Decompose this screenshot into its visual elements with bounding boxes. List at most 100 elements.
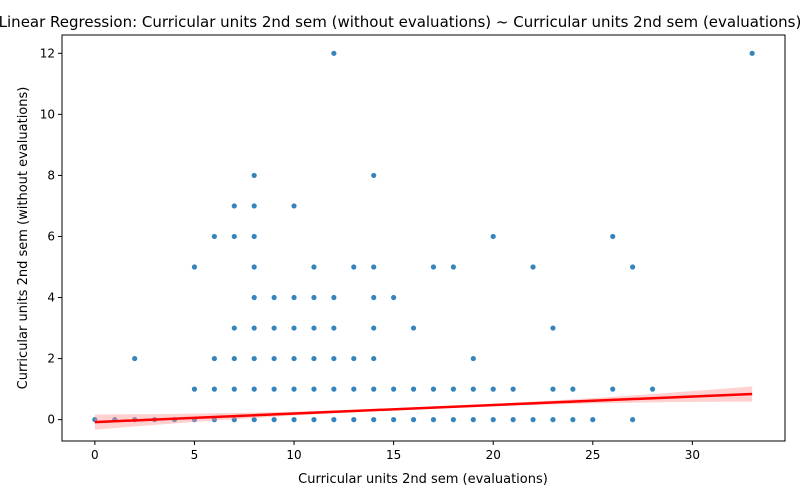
data-point xyxy=(231,203,237,209)
data-point xyxy=(391,386,397,392)
y-tick-label: 10 xyxy=(40,107,55,121)
data-point xyxy=(649,386,656,392)
data-point xyxy=(510,386,516,392)
data-point xyxy=(251,355,257,362)
x-axis: 0 5 10 15 20 25 30 xyxy=(91,441,700,462)
data-point xyxy=(311,417,317,423)
data-point xyxy=(231,386,237,392)
data-point xyxy=(211,417,217,423)
plot-area xyxy=(92,50,755,430)
data-point xyxy=(211,233,217,240)
x-tick-label: 10 xyxy=(286,448,301,462)
data-point xyxy=(391,294,397,301)
data-point xyxy=(291,355,297,362)
data-point xyxy=(251,203,257,209)
x-tick-label: 0 xyxy=(91,448,99,462)
data-point xyxy=(311,325,317,331)
data-point xyxy=(351,355,357,362)
chart-title: Linear Regression: Curricular units 2nd … xyxy=(0,13,800,31)
data-point xyxy=(331,417,337,423)
data-point xyxy=(410,325,417,331)
data-point xyxy=(191,386,198,392)
data-point xyxy=(311,294,317,301)
y-axis: 0 2 4 6 8 10 12 xyxy=(40,46,62,427)
data-point xyxy=(291,294,297,301)
data-point xyxy=(630,417,636,423)
y-tick-label: 6 xyxy=(47,229,55,243)
data-point xyxy=(271,355,277,362)
data-point xyxy=(570,386,576,392)
x-tick-label: 20 xyxy=(486,448,501,462)
data-point xyxy=(251,386,257,392)
data-point xyxy=(590,417,596,423)
data-point xyxy=(251,172,257,179)
data-point xyxy=(371,355,377,362)
data-point xyxy=(351,386,357,392)
data-point xyxy=(291,386,297,392)
data-point xyxy=(430,386,437,392)
data-point xyxy=(490,417,496,423)
y-tick-label: 8 xyxy=(47,168,55,182)
data-point xyxy=(530,417,536,423)
data-point xyxy=(749,50,755,56)
data-point xyxy=(450,417,456,423)
data-point xyxy=(231,417,237,423)
data-point xyxy=(371,264,377,270)
data-point xyxy=(351,417,357,423)
data-point xyxy=(570,417,576,423)
data-point xyxy=(211,386,217,392)
data-point xyxy=(430,417,437,423)
y-axis-label: Curricular units 2nd sem (without evalua… xyxy=(16,87,31,390)
data-point xyxy=(311,264,317,270)
data-point xyxy=(371,325,377,331)
data-point xyxy=(490,386,496,392)
data-point xyxy=(251,325,257,331)
data-point xyxy=(231,325,237,331)
data-point xyxy=(291,203,297,209)
data-point xyxy=(331,50,337,56)
data-point xyxy=(430,264,437,270)
y-tick-label: 4 xyxy=(47,291,55,305)
data-point xyxy=(191,264,198,270)
y-tick-label: 2 xyxy=(47,352,55,366)
data-point xyxy=(331,355,337,362)
data-point xyxy=(470,355,476,362)
data-point xyxy=(231,355,237,362)
data-point xyxy=(311,355,317,362)
data-point xyxy=(450,264,456,270)
data-point xyxy=(271,294,277,301)
data-point xyxy=(211,355,217,362)
data-point xyxy=(490,233,496,240)
data-point xyxy=(391,417,397,423)
plot-frame xyxy=(61,34,786,442)
data-point xyxy=(291,417,297,423)
data-point xyxy=(610,386,616,392)
x-tick-label: 25 xyxy=(585,448,600,462)
data-point xyxy=(271,417,277,423)
data-point xyxy=(251,417,257,423)
data-point xyxy=(371,172,377,179)
data-point xyxy=(251,294,257,301)
data-point xyxy=(550,417,556,423)
data-point xyxy=(291,325,297,331)
regression-line xyxy=(94,392,753,424)
data-point xyxy=(410,386,417,392)
data-point xyxy=(450,386,456,392)
y-tick-label: 12 xyxy=(40,46,55,60)
x-tick-label: 15 xyxy=(386,448,401,462)
data-point xyxy=(331,386,337,392)
data-point xyxy=(331,325,337,331)
data-point xyxy=(510,417,516,423)
data-point xyxy=(371,294,377,301)
data-point xyxy=(530,264,536,270)
data-point xyxy=(371,386,377,392)
data-point xyxy=(550,325,556,331)
data-point xyxy=(351,264,357,270)
x-tick-label: 30 xyxy=(685,448,700,462)
data-point xyxy=(470,417,476,423)
data-point xyxy=(271,386,277,392)
data-point xyxy=(550,386,556,392)
data-point xyxy=(271,325,277,331)
data-point xyxy=(231,233,237,240)
